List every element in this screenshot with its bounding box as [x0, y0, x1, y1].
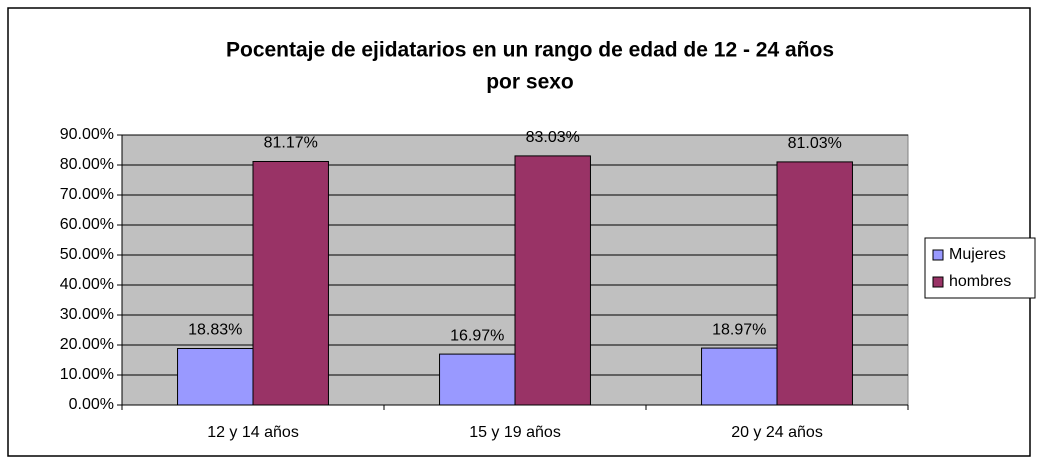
- legend-swatch: [932, 276, 944, 288]
- x-tick-label: 12 y 14 años: [207, 424, 299, 441]
- bar: [252, 160, 329, 406]
- chart-title: por sexo: [486, 71, 574, 94]
- value-label: 81.03%: [788, 135, 842, 152]
- y-tick-label: 40.00%: [60, 276, 114, 293]
- y-tick-label: 80.00%: [60, 156, 114, 173]
- value-label: 18.97%: [712, 321, 766, 338]
- bar: [776, 161, 853, 406]
- legend-swatch: [932, 249, 944, 261]
- legend-label: Mujeres: [949, 246, 1006, 263]
- y-tick-label: 20.00%: [60, 336, 114, 353]
- y-tick-label: 0.00%: [69, 396, 114, 413]
- y-tick-label: 70.00%: [60, 186, 114, 203]
- legend-label: hombres: [949, 273, 1011, 290]
- y-tick-label: 30.00%: [60, 306, 114, 323]
- bar: [439, 353, 516, 406]
- value-label: 81.17%: [264, 135, 318, 152]
- y-tick-label: 10.00%: [60, 366, 114, 383]
- y-tick-label: 50.00%: [60, 246, 114, 263]
- y-tick-label: 60.00%: [60, 216, 114, 233]
- x-tick-label: 15 y 19 años: [469, 424, 561, 441]
- x-tick-label: 20 y 24 años: [731, 424, 823, 441]
- value-label: 18.83%: [188, 322, 242, 339]
- bar: [514, 155, 591, 406]
- bar: [701, 347, 778, 406]
- bar: [177, 348, 254, 406]
- chart-title: Pocentaje de ejidatarios en un rango de …: [226, 39, 834, 62]
- y-tick-label: 90.00%: [60, 126, 114, 143]
- value-label: 83.03%: [526, 129, 580, 146]
- value-label: 16.97%: [450, 327, 504, 344]
- legend-box: [924, 237, 1036, 299]
